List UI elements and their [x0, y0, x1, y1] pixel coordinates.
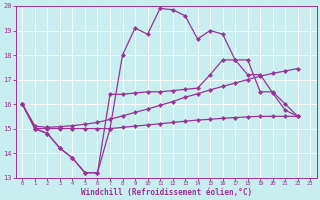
X-axis label: Windchill (Refroidissement éolien,°C): Windchill (Refroidissement éolien,°C) [81, 188, 252, 197]
